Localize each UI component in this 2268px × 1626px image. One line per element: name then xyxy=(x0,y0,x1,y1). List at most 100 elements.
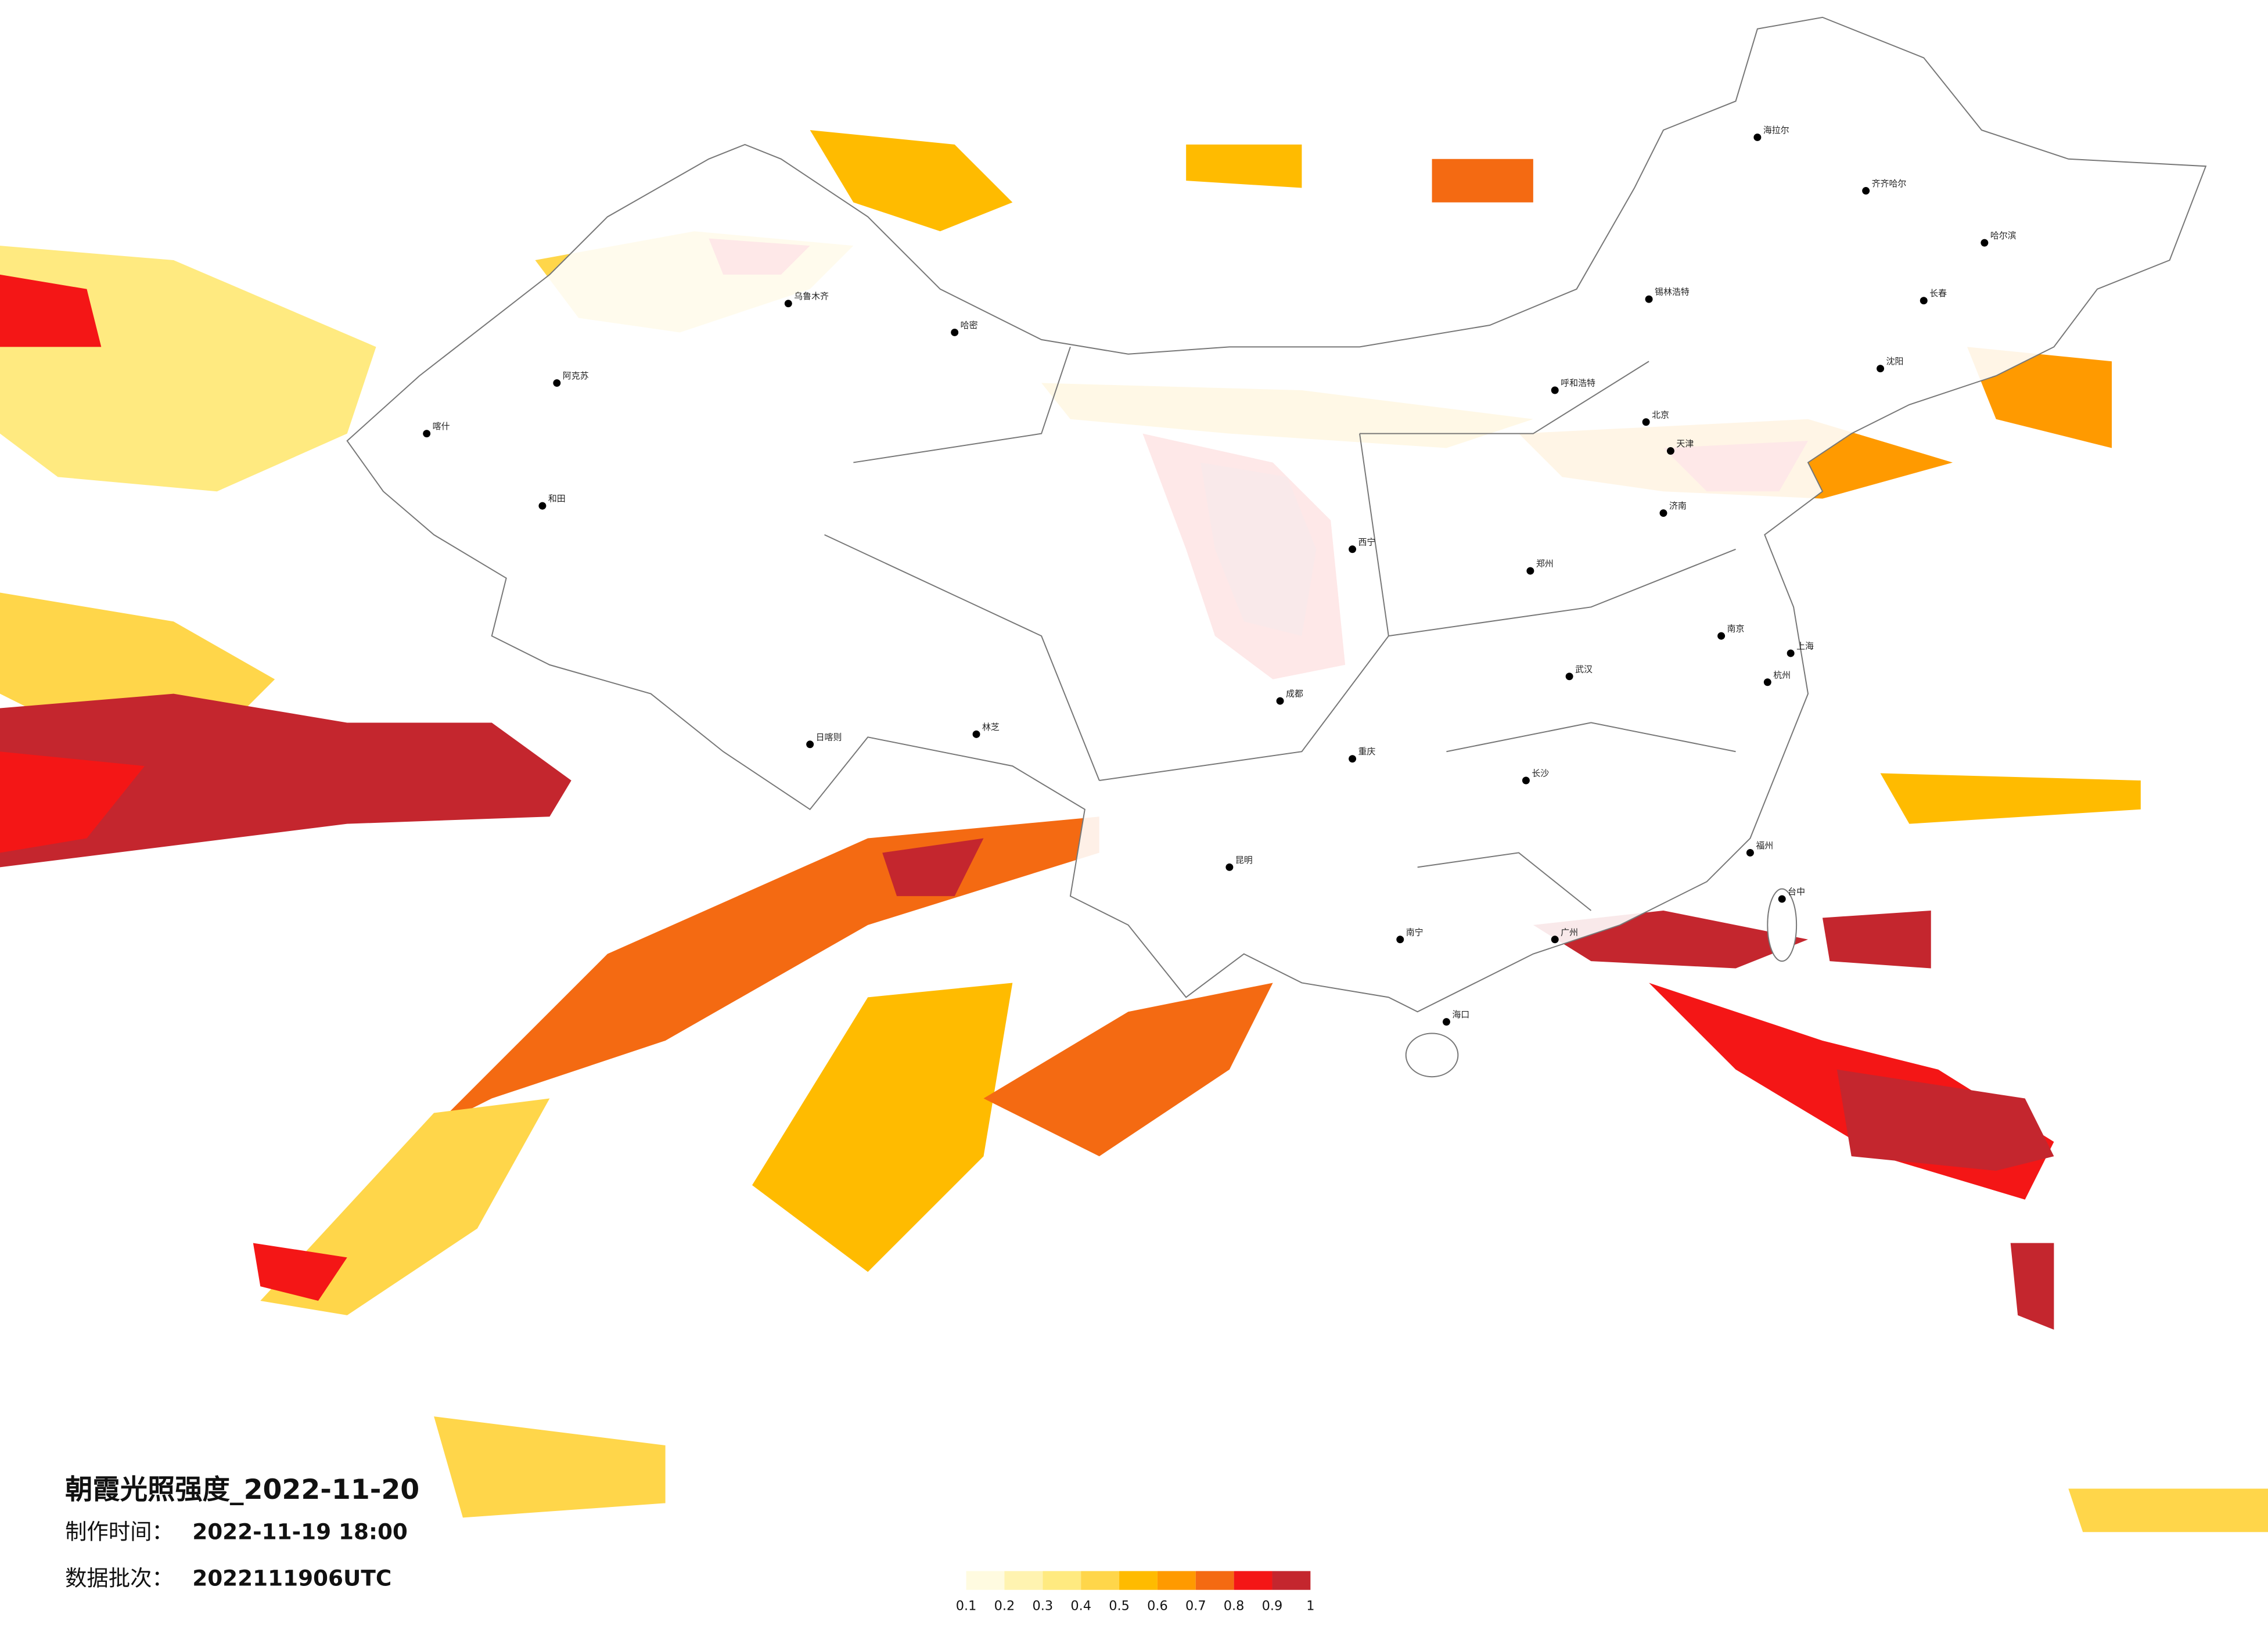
heat-patch xyxy=(1880,773,2141,824)
city-dot xyxy=(1666,447,1674,455)
batch-label: 数据批次： xyxy=(65,1565,174,1591)
legend-tick-label: 0.3 xyxy=(1033,1599,1054,1614)
city-label: 呼和浩特 xyxy=(1561,378,1595,388)
city-label: 南京 xyxy=(1727,624,1745,634)
city-label: 台中 xyxy=(1788,887,1805,897)
heat-patch xyxy=(0,693,572,868)
city-label: 福州 xyxy=(1756,840,1773,851)
heat-patch xyxy=(983,983,1273,1157)
city-label: 阿克苏 xyxy=(563,370,589,381)
city-label: 成都 xyxy=(1286,689,1303,699)
city-label: 海口 xyxy=(1452,1009,1469,1020)
heat-patch xyxy=(1822,911,1931,969)
city-label: 锡林浩特 xyxy=(1655,287,1690,297)
legend-tick-label: 0.1 xyxy=(956,1599,977,1614)
city-label: 喀什 xyxy=(433,421,450,431)
city-label: 昆明 xyxy=(1235,855,1253,865)
legend-swatch xyxy=(1004,1571,1043,1590)
batch-value: 2022111906UTC xyxy=(192,1565,391,1591)
city-dot xyxy=(784,300,792,308)
city-dot xyxy=(1645,295,1653,303)
city-dot xyxy=(1920,297,1928,305)
heat-patch xyxy=(0,274,102,347)
legend-swatch xyxy=(1081,1571,1120,1590)
city-dot xyxy=(1862,187,1870,195)
city-dot xyxy=(538,502,547,510)
hainan xyxy=(1405,1033,1459,1078)
legend-tick-label: 0.8 xyxy=(1224,1599,1245,1614)
city-dot xyxy=(423,430,431,438)
legend-swatch xyxy=(1043,1571,1081,1590)
city-dot xyxy=(1442,1018,1450,1026)
city-label: 日喀则 xyxy=(816,732,842,742)
heat-patch xyxy=(752,983,1013,1272)
city-dot xyxy=(1659,509,1667,517)
city-dot xyxy=(1787,649,1795,657)
heat-patch xyxy=(1432,159,1533,203)
heat-patch xyxy=(2068,1488,2268,1533)
city-label: 哈密 xyxy=(961,320,978,330)
city-label: 长春 xyxy=(1929,288,1947,298)
city-label: 重庆 xyxy=(1358,746,1376,757)
city-dot xyxy=(1276,697,1284,705)
city-label: 济南 xyxy=(1669,501,1687,511)
city-dot xyxy=(972,730,980,738)
city-dot xyxy=(553,379,561,387)
city-label: 西宁 xyxy=(1358,537,1376,547)
city-label: 乌鲁木齐 xyxy=(794,291,829,301)
city-dot xyxy=(1642,418,1650,426)
legend-tick-label: 1 xyxy=(1306,1599,1314,1614)
made-time-label: 制作时间： xyxy=(65,1519,174,1545)
city-dot xyxy=(1717,632,1726,640)
heat-patch xyxy=(253,1243,347,1301)
map-title: 朝霞光照强度_2022-11-20 xyxy=(65,1474,419,1506)
city-label: 郑州 xyxy=(1536,559,1554,569)
made-time-value: 2022-11-19 18:00 xyxy=(192,1519,408,1545)
china-outline xyxy=(346,16,2207,1078)
heat-patch xyxy=(882,838,984,897)
city-dot xyxy=(951,328,959,336)
legend-tick-label: 0.9 xyxy=(1262,1599,1283,1614)
legend-swatch xyxy=(1234,1571,1273,1590)
legend-swatch xyxy=(1157,1571,1196,1590)
city-dot xyxy=(1349,755,1357,763)
heat-patch xyxy=(2010,1243,2054,1330)
city-dot xyxy=(1396,936,1404,944)
city-label: 天津 xyxy=(1676,438,1694,449)
city-label: 长沙 xyxy=(1532,768,1549,779)
city-dot xyxy=(1551,936,1559,944)
city-label: 齐齐哈尔 xyxy=(1872,178,1907,189)
city-label: 上海 xyxy=(1796,641,1814,652)
city-label: 沈阳 xyxy=(1886,356,1904,366)
city-dot xyxy=(1753,133,1762,141)
legend-tick-label: 0.7 xyxy=(1185,1599,1206,1614)
legend-tick-label: 0.5 xyxy=(1109,1599,1130,1614)
city-label: 杭州 xyxy=(1773,670,1791,680)
city-dot xyxy=(1981,239,1989,247)
heat-patch xyxy=(0,751,145,853)
legend-swatch xyxy=(1195,1571,1234,1590)
province-borders xyxy=(824,347,1736,911)
city-dot xyxy=(1746,848,1754,857)
city-label: 海拉尔 xyxy=(1763,125,1789,135)
city-dot xyxy=(1522,776,1530,785)
heat-patch xyxy=(1186,144,1302,188)
city-dot xyxy=(1551,386,1559,394)
heat-patch xyxy=(434,1416,666,1518)
heat-patch xyxy=(0,246,376,492)
legend-tick-label: 0.4 xyxy=(1070,1599,1091,1614)
legend-swatch xyxy=(1119,1571,1158,1590)
city-dot xyxy=(1225,863,1234,871)
legend-swatch xyxy=(966,1571,1005,1590)
legend: 0.1 0.2 0.3 0.4 0.5 0.6 0.7 0.8 0.9 1 xyxy=(956,1571,1314,1614)
city-dot xyxy=(1526,567,1534,575)
city-label: 哈尔滨 xyxy=(1990,231,2017,241)
city-dot xyxy=(1778,895,1786,903)
city-dot xyxy=(1565,672,1573,681)
city-label: 武汉 xyxy=(1575,664,1593,674)
city-label: 林芝 xyxy=(982,722,1000,732)
city-dot xyxy=(1349,545,1357,553)
heat-patch xyxy=(1836,1069,2054,1171)
